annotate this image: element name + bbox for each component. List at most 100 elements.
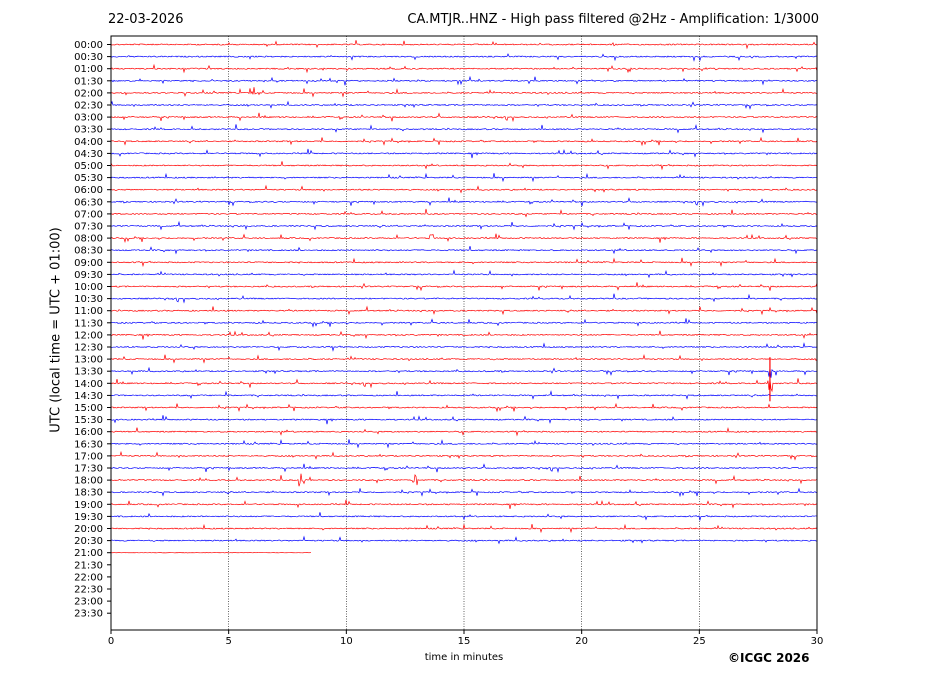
seismic-trace: [110, 53, 818, 62]
y-tick-label: 16:00: [74, 427, 103, 438]
seismic-trace: [110, 208, 818, 218]
seismic-trace: [110, 473, 818, 487]
seismic-trace: [110, 112, 818, 123]
y-tick-label: 00:30: [74, 52, 103, 63]
seismic-trace: [110, 282, 818, 292]
x-tick-label: 30: [811, 636, 824, 647]
seismic-trace: [110, 415, 818, 425]
y-tick-label: 10:30: [74, 294, 103, 305]
y-tick-label: 17:00: [74, 451, 103, 462]
seismic-trace: [110, 318, 818, 328]
y-tick-label: 11:30: [74, 318, 103, 329]
seismic-trace: [110, 523, 818, 534]
x-ticks: 0 5 10 15 20 25 30: [108, 630, 824, 647]
y-tick-label: 07:00: [74, 209, 103, 220]
date-label: 22-03-2026: [108, 12, 184, 27]
seismic-trace: [110, 378, 818, 393]
seismic-trace: [110, 512, 818, 522]
y-tick-label: 07:30: [74, 222, 103, 233]
seismic-trace: [110, 100, 818, 110]
seismic-trace: [110, 450, 818, 461]
seismic-trace: [110, 487, 818, 498]
y-tick-label: 05:00: [74, 161, 103, 172]
seismic-trace: [110, 172, 818, 183]
y-tick-label: 11:00: [74, 306, 103, 317]
y-tick-label: 12:30: [74, 343, 103, 354]
y-tick-label: 09:30: [74, 270, 103, 281]
y-tick-label: 20:00: [74, 524, 103, 535]
x-tick-label: 0: [108, 636, 114, 647]
seismic-trace: [110, 438, 818, 449]
y-tick-label: 03:00: [74, 113, 103, 124]
plot-frame: [110, 35, 818, 631]
y-tick-label: 21:00: [74, 548, 103, 559]
seismic-trace: [110, 390, 818, 400]
seismic-trace: [110, 220, 818, 231]
trace-layer: [110, 40, 818, 554]
x-tick-label: 5: [225, 636, 231, 647]
chart-title: CA.MTJR..HNZ - High pass filtered @2Hz -…: [407, 12, 819, 27]
y-tick-label: 19:30: [74, 512, 103, 523]
y-tick-label: 01:30: [74, 76, 103, 87]
y-tick-label: 15:30: [74, 415, 103, 426]
seismic-trace: [110, 366, 818, 378]
seismic-trace: [110, 63, 818, 74]
seismic-trace: [110, 123, 818, 134]
seismic-trace: [110, 184, 818, 194]
y-tick-label: 01:00: [74, 64, 103, 75]
seismic-trace: [110, 148, 818, 159]
y-tick-label: 12:00: [74, 330, 103, 341]
seismic-trace: [110, 257, 818, 268]
seismic-trace: [110, 427, 818, 437]
seismic-trace: [110, 463, 818, 474]
seismic-trace: [110, 197, 817, 207]
seismic-trace: [110, 402, 818, 413]
y-tick-label: 17:30: [74, 464, 103, 475]
seismic-trace: [110, 75, 818, 86]
y-tick-label: 02:00: [74, 88, 103, 99]
seismic-trace: [110, 354, 818, 364]
seismic-trace: [110, 293, 818, 304]
y-tick-label: 08:30: [74, 246, 103, 257]
x-tick-label: 10: [340, 636, 353, 647]
y-tick-label: 22:30: [74, 585, 103, 596]
seismic-trace: [110, 535, 818, 545]
y-tick-label: 14:30: [74, 391, 103, 402]
y-tick-label: 15:00: [74, 403, 103, 414]
x-tick-label: 25: [693, 636, 706, 647]
y-tick-label: 10:00: [74, 282, 103, 293]
seismic-trace: [110, 269, 818, 279]
y-axis-label: UTC (local time = UTC + 01:00): [48, 227, 64, 433]
x-tick-label: 20: [575, 636, 588, 647]
seismic-trace: [110, 330, 818, 340]
y-tick-label: 23:30: [74, 609, 103, 620]
y-tick-label: 05:30: [74, 173, 103, 184]
y-tick-label: 04:00: [74, 137, 103, 148]
grid-layer: [228, 36, 700, 630]
y-tick-label: 18:30: [74, 488, 103, 499]
y-tick-label: 16:30: [74, 439, 103, 450]
y-tick-label: 06:30: [74, 197, 103, 208]
y-tick-label: 09:00: [74, 258, 103, 269]
seismic-trace: [110, 87, 818, 98]
seismic-trace: [110, 233, 818, 244]
y-tick-label: 06:00: [74, 185, 103, 196]
y-tick-label: 18:00: [74, 476, 103, 487]
y-tick-label: 03:30: [74, 125, 103, 136]
y-tick-label: 19:00: [74, 500, 103, 511]
seismic-trace: [110, 499, 818, 509]
y-tick-label: 00:00: [74, 40, 103, 51]
y-tick-label: 22:00: [74, 572, 103, 583]
y-tick-label: 20:30: [74, 536, 103, 547]
x-axis-label: time in minutes: [425, 652, 504, 663]
y-tick-label: 04:30: [74, 149, 103, 160]
y-tick-label: 08:00: [74, 234, 103, 245]
copyright-label: ©ICGC 2026: [728, 651, 810, 665]
x-tick-label: 15: [458, 636, 471, 647]
y-tick-label: 23:00: [74, 597, 103, 608]
seismic-trace: [110, 342, 818, 352]
seismic-trace: [110, 136, 818, 147]
y-tick-label: 14:00: [74, 379, 103, 390]
